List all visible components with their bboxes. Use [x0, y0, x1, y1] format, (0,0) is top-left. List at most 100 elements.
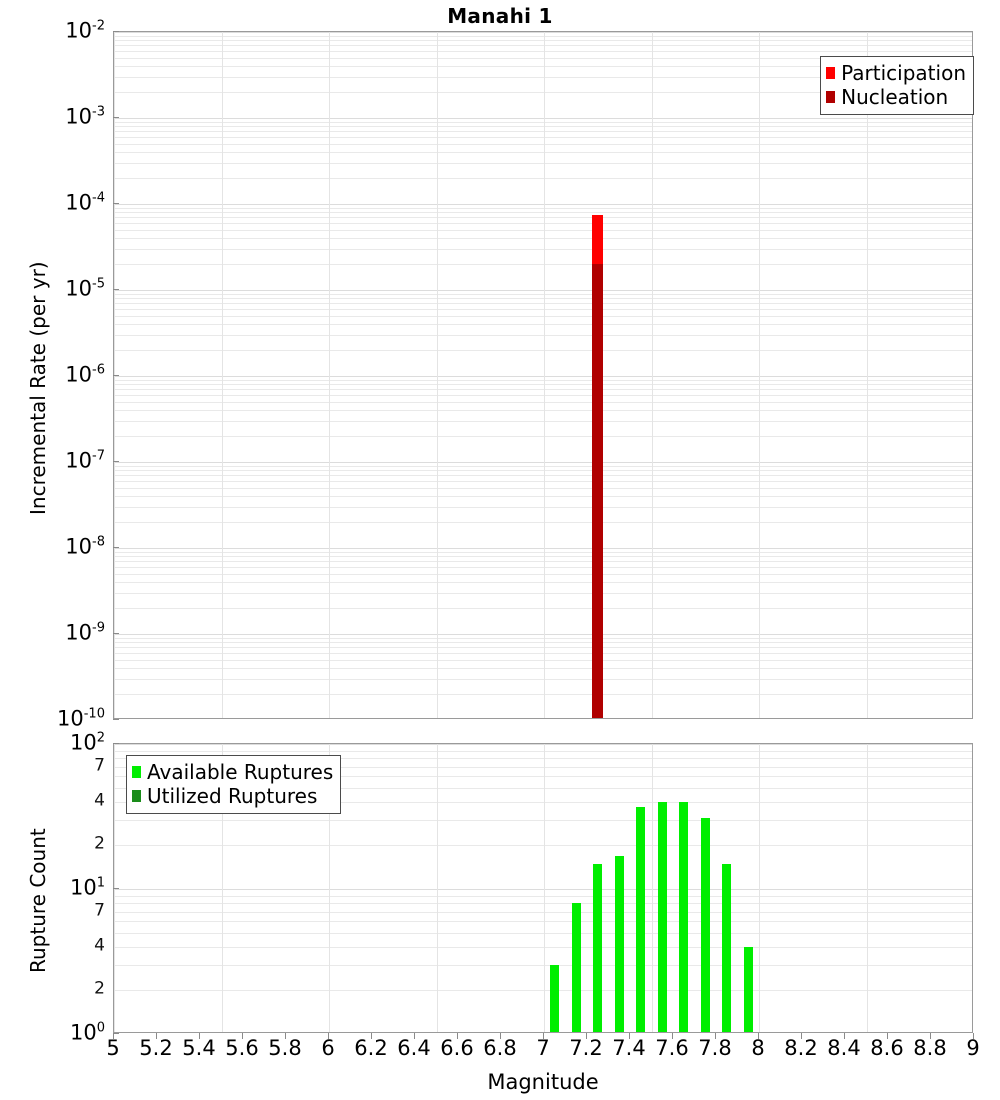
gridline-horizontal — [114, 845, 972, 847]
gridline-horizontal — [114, 582, 972, 584]
gridline-horizontal — [114, 964, 972, 966]
x-tick-label: 5.4 — [182, 1036, 216, 1060]
x-tick-mark — [371, 1033, 372, 1039]
x-tick-label: 8.2 — [784, 1036, 818, 1060]
legend-bottom-item: Utilized Ruptures — [132, 784, 333, 808]
gridline-horizontal — [114, 395, 972, 397]
gridline-horizontal — [114, 178, 972, 180]
x-tick-label: 7.4 — [612, 1036, 646, 1060]
legend-top-label: Participation — [841, 61, 966, 85]
bar-available-ruptures — [571, 903, 581, 1032]
gridline-horizontal — [114, 903, 972, 905]
x-tick-label: 7.8 — [698, 1036, 732, 1060]
gridline-horizontal — [114, 137, 972, 139]
x-tick-mark — [414, 1033, 415, 1039]
gridline-vertical — [329, 32, 330, 718]
x-tick-label: 7.2 — [569, 1036, 603, 1060]
gridline-vertical — [759, 744, 760, 1032]
y-tick-label: 101 — [69, 875, 105, 900]
x-tick-label: 7 — [536, 1036, 550, 1060]
gridline-horizontal — [114, 45, 972, 47]
gridline-horizontal — [114, 410, 972, 412]
y-tick-label: 10-5 — [65, 276, 105, 301]
gridline-horizontal — [114, 487, 972, 489]
gridline-horizontal — [114, 92, 972, 94]
legend-bottom-label: Available Ruptures — [147, 760, 334, 784]
y-tick-label: 10-7 — [65, 448, 105, 473]
legend-top-item: Nucleation — [826, 85, 966, 109]
gridline-vertical — [329, 744, 330, 1032]
x-tick-label: 9 — [966, 1036, 980, 1060]
gridline-horizontal — [114, 889, 972, 890]
gridline-vertical — [651, 744, 653, 1032]
rupture-count-plot — [113, 743, 973, 1033]
x-tick-label: 8.4 — [827, 1036, 861, 1060]
y-tick-label: 10-2 — [65, 18, 105, 43]
y-tick-mark — [113, 888, 119, 889]
gridline-horizontal — [114, 932, 972, 934]
gridline-vertical — [436, 744, 438, 1032]
gridline-horizontal — [114, 642, 972, 644]
gridline-vertical — [221, 744, 223, 1032]
gridline-horizontal — [114, 634, 972, 635]
y-tick-mark — [113, 461, 119, 462]
x-tick-mark — [844, 1033, 845, 1039]
gridline-horizontal — [114, 293, 972, 295]
bar-available-ruptures — [679, 801, 689, 1032]
x-tick-label: 7.6 — [655, 1036, 689, 1060]
x-tick-mark — [500, 1033, 501, 1039]
y-tick-label: 10-3 — [65, 104, 105, 129]
x-tick-label: 6.6 — [440, 1036, 474, 1060]
gridline-horizontal — [114, 238, 972, 240]
y-tick-mark — [113, 375, 119, 376]
x-tick-label: 6.8 — [483, 1036, 517, 1060]
gridline-horizontal — [114, 401, 972, 403]
gridline-horizontal — [114, 573, 972, 575]
gridline-horizontal — [114, 593, 972, 594]
x-tick-mark — [586, 1033, 587, 1039]
y-tick-label: 10-6 — [65, 362, 105, 387]
gridline-horizontal — [114, 35, 972, 37]
gridline-horizontal — [114, 637, 972, 639]
y-tick-mark — [113, 547, 119, 548]
x-tick-mark — [887, 1033, 888, 1039]
x-tick-label: 8.6 — [870, 1036, 904, 1060]
gridline-horizontal — [114, 207, 972, 209]
gridline-vertical — [866, 32, 868, 718]
y-tick-mark — [113, 289, 119, 290]
y-tick-label-minor: 4 — [94, 935, 105, 956]
gridline-vertical — [221, 32, 223, 718]
gridline-horizontal — [114, 653, 972, 655]
gridline-horizontal — [114, 66, 972, 68]
gridline-horizontal — [114, 126, 972, 128]
gridline-vertical — [866, 744, 868, 1032]
incremental-rate-plot — [113, 31, 973, 719]
x-tick-mark — [758, 1033, 759, 1039]
gridline-horizontal — [114, 229, 972, 231]
y-tick-label: 10-9 — [65, 620, 105, 645]
gridline-horizontal — [114, 766, 972, 768]
gridline-horizontal — [114, 679, 972, 680]
x-tick-mark — [285, 1033, 286, 1039]
gridline-horizontal — [114, 801, 972, 803]
gridline-horizontal — [114, 522, 972, 524]
legend-top-item: Participation — [826, 61, 966, 85]
x-tick-mark — [328, 1033, 329, 1039]
gridline-horizontal — [114, 787, 972, 789]
y-tick-label-minor: 2 — [94, 833, 105, 854]
y-tick-label: 100 — [69, 1020, 105, 1045]
gridline-vertical — [544, 32, 545, 718]
gridline-horizontal — [114, 350, 972, 352]
gridline-horizontal — [114, 561, 972, 563]
gridline-horizontal — [114, 77, 972, 78]
gridline-horizontal — [114, 131, 972, 133]
legend-bottom-label: Utilized Ruptures — [147, 784, 318, 808]
x-tick-mark — [242, 1033, 243, 1039]
legend-top: Participation Nucleation — [820, 56, 974, 115]
gridline-horizontal — [114, 946, 972, 948]
gridline-horizontal — [114, 659, 972, 661]
x-tick-label: 8.8 — [913, 1036, 947, 1060]
x-tick-mark — [672, 1033, 673, 1039]
x-tick-mark — [973, 1033, 974, 1039]
bar-available-ruptures — [550, 964, 560, 1032]
